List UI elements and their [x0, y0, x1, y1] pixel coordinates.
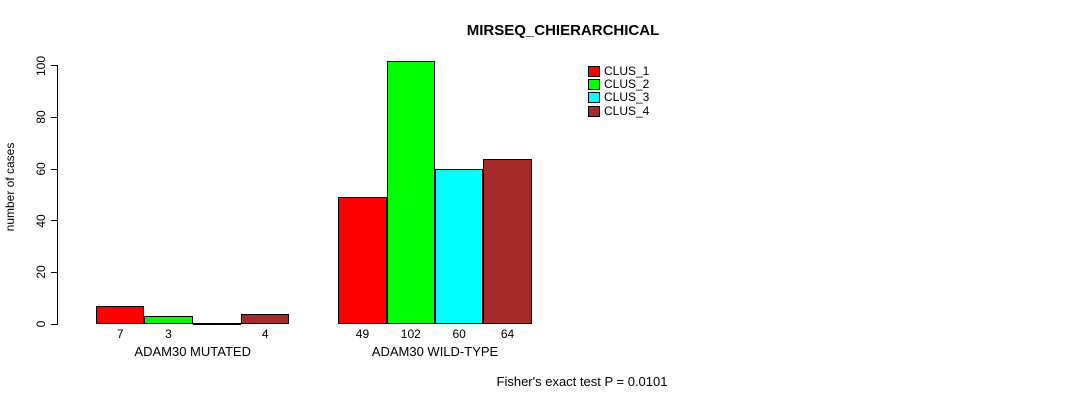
y-axis-label: number of cases	[3, 142, 17, 232]
bar-value-label: 60	[452, 327, 466, 341]
legend-label: CLUS_2	[604, 77, 650, 91]
bar-value-label: 102	[400, 327, 421, 341]
bar-value-label: 4	[261, 327, 269, 341]
y-tick	[51, 65, 58, 67]
legend-swatch	[588, 79, 600, 90]
y-tick-label: 60	[34, 162, 48, 176]
group-label: ADAM30 WILD-TYPE	[371, 344, 499, 359]
bar-value-label: 64	[500, 327, 515, 341]
bar	[144, 316, 193, 324]
bar-value-label: 3	[165, 327, 172, 341]
bar	[192, 323, 242, 325]
bar	[241, 314, 290, 324]
legend-swatch	[588, 92, 600, 104]
legend-label: CLUS_4	[604, 103, 650, 118]
bar	[338, 197, 387, 324]
group-label: ADAM30 MUTATED	[134, 344, 251, 359]
chart-title: MIRSEQ_CHIERARCHICAL	[466, 22, 660, 39]
y-tick	[51, 323, 58, 325]
bar-value-label: 49	[355, 327, 370, 341]
bar	[435, 169, 484, 324]
annotation-text: Fisher's exact test P = 0.0101	[496, 374, 668, 389]
bar	[386, 61, 435, 324]
y-tick-label: 20	[34, 265, 48, 280]
legend-swatch	[588, 65, 600, 77]
bar	[483, 159, 532, 324]
y-tick	[51, 168, 58, 170]
bar-value-label: 7	[116, 327, 124, 341]
legend-label: CLUS_1	[604, 63, 650, 78]
y-tick-label: 80	[34, 110, 48, 125]
y-tick	[51, 271, 58, 273]
legend-swatch	[588, 105, 600, 117]
legend-label: CLUS_3	[604, 90, 650, 105]
y-axis-line	[57, 65, 58, 324]
y-tick-label: 100	[34, 55, 48, 76]
y-tick-label: 40	[34, 213, 48, 228]
y-tick-label: 0	[34, 320, 48, 328]
bar	[96, 306, 145, 324]
y-tick	[51, 116, 58, 118]
y-tick	[51, 220, 58, 222]
